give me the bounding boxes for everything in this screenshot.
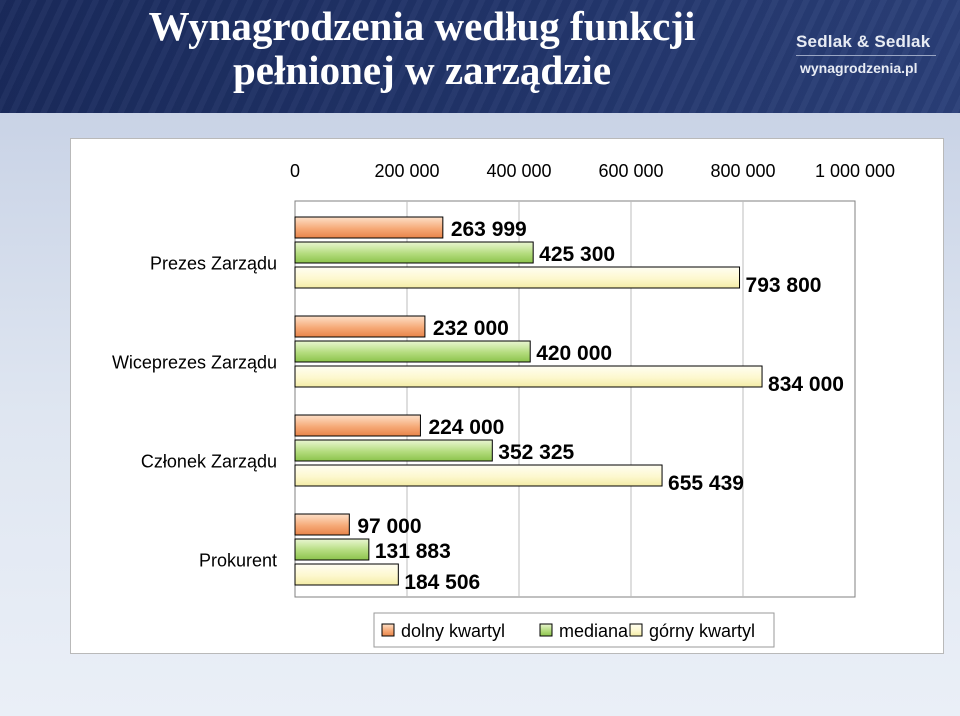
bar-chart: 0 200 000 400 000 600 000 800 000 1 000 000 P… [112, 161, 895, 648]
header-banner: Wynagrodzenia według funkcji pełnionej w… [0, 0, 960, 113]
data-label: 655 439 [668, 472, 744, 495]
bar [294, 365, 763, 388]
data-label: 420 000 [536, 342, 612, 365]
category-label: Członek Zarządu [141, 452, 277, 472]
data-label: 834 000 [768, 373, 844, 396]
bar [294, 241, 534, 264]
x-tick-label: 1 000 000 [815, 161, 895, 181]
legend-label: górny kwartyl [649, 621, 755, 641]
x-tick-label: 400 000 [486, 161, 551, 181]
chart-panel: 0 200 000 400 000 600 000 800 000 1 000 000 P… [70, 138, 944, 654]
x-tick-label: 200 000 [374, 161, 439, 181]
x-tick-label: 600 000 [598, 161, 663, 181]
legend-swatch [381, 623, 395, 637]
data-label: 425 300 [539, 243, 615, 266]
legend-box [373, 612, 775, 648]
data-label: 224 000 [428, 416, 504, 439]
brand-logo-name: Sedlak & Sedlak [796, 32, 931, 51]
legend-label: mediana [559, 621, 629, 641]
bar [294, 340, 531, 363]
data-label: 131 883 [375, 540, 451, 563]
bar [294, 563, 399, 586]
bar [294, 266, 741, 289]
bar [294, 216, 444, 239]
legend-swatch [629, 623, 643, 637]
data-label: 232 000 [433, 317, 509, 340]
bar [294, 513, 350, 536]
category-label: Prezes Zarządu [150, 254, 277, 274]
brand-logo-divider [796, 55, 936, 56]
data-label: 97 000 [357, 515, 421, 538]
data-label: 352 325 [498, 441, 574, 464]
legend-label: dolny kwartyl [401, 621, 505, 641]
data-label: 263 999 [451, 218, 527, 241]
bar [294, 538, 370, 561]
x-tick-label: 0 [290, 161, 300, 181]
brand-logo-url: wynagrodzenia.pl [800, 60, 918, 76]
category-label: Wiceprezes Zarządu [112, 353, 277, 373]
data-label: 184 506 [404, 571, 480, 594]
page-title: Wynagrodzenia według funkcji pełnionej w… [82, 4, 762, 92]
bar [294, 464, 663, 487]
x-tick-label: 800 000 [710, 161, 775, 181]
bar [294, 439, 493, 462]
bar [294, 315, 426, 338]
data-label: 793 800 [746, 274, 822, 297]
title-line-2: pełnionej w zarządzie [232, 47, 612, 93]
legend-swatch [539, 623, 553, 637]
bar [294, 414, 421, 437]
title-line-1: Wynagrodzenia według funkcji [148, 3, 696, 49]
category-label: Prokurent [199, 551, 277, 571]
